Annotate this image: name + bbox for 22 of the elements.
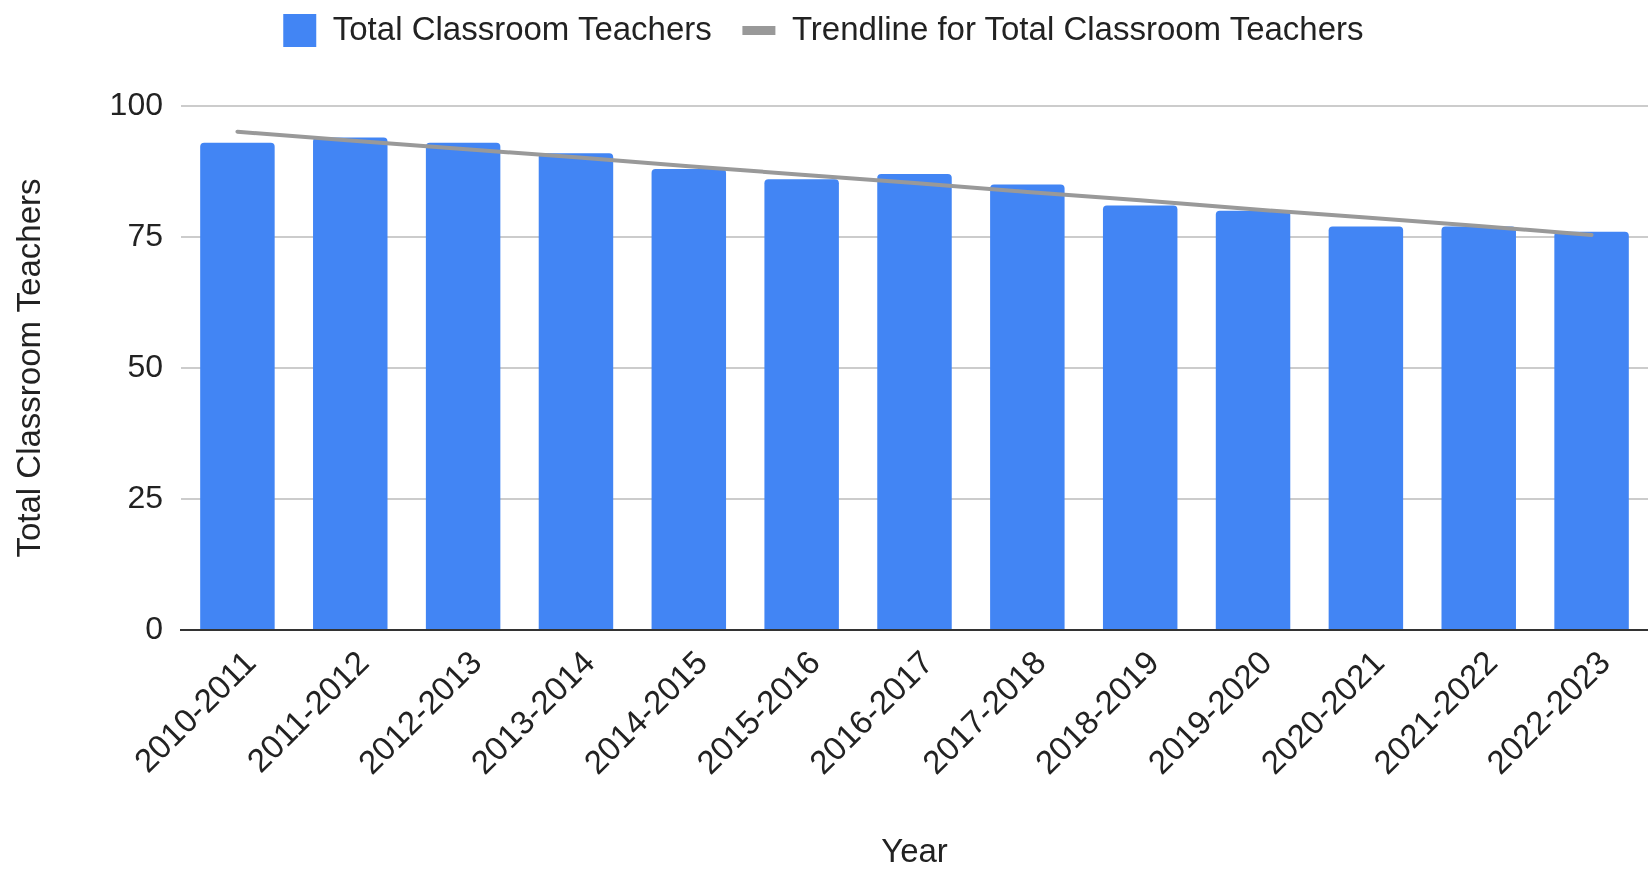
- y-tick-label: 25: [127, 478, 163, 515]
- bar: [990, 184, 1065, 629]
- bar: [425, 142, 501, 629]
- y-axis-title: Total Classroom Teachers: [9, 178, 47, 558]
- bar: [538, 153, 614, 629]
- bar: [313, 137, 388, 629]
- bar: [877, 174, 952, 629]
- y-tick-label: 0: [145, 609, 163, 646]
- x-axis-title: Year: [881, 831, 948, 869]
- bar: [764, 179, 839, 629]
- y-tick-label: 75: [127, 216, 163, 253]
- bar: [1102, 205, 1178, 629]
- bar: [1215, 210, 1291, 629]
- legend-label: Trendline for Total Classroom Teachers: [791, 9, 1364, 47]
- bar: [1328, 226, 1404, 629]
- bar: [1554, 231, 1629, 629]
- legend-label: Total Classroom Teachers: [332, 9, 712, 47]
- y-tick-label: 100: [109, 85, 163, 122]
- bar: [200, 142, 275, 629]
- bar: [651, 168, 727, 629]
- bar: [1441, 226, 1516, 629]
- y-tick-label: 50: [127, 347, 163, 384]
